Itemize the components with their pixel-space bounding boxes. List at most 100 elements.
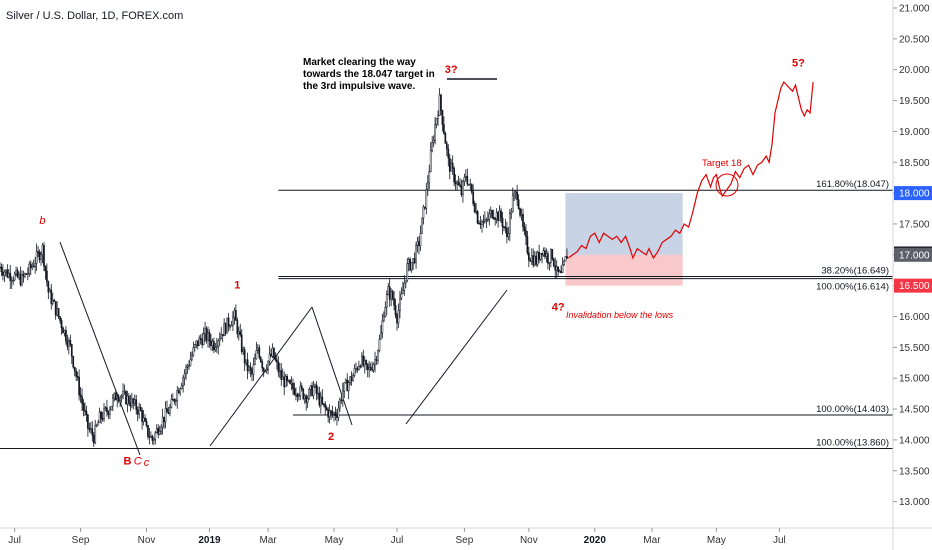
candle-body	[393, 298, 395, 306]
price-tick-label: 16.000	[899, 312, 930, 323]
candle-body	[319, 396, 322, 406]
candle-body	[552, 258, 555, 266]
candle-body	[388, 286, 391, 300]
candle-body	[119, 397, 121, 402]
time-axis[interactable]: Jul Sep Nov 2019 Mar May Jul Sep Nov 2020 Mar May Ju…	[0, 527, 932, 546]
candle-body	[237, 331, 240, 335]
candle-body	[150, 435, 152, 438]
candle-body	[170, 399, 173, 408]
candle-body	[489, 210, 492, 215]
candle-body	[161, 416, 164, 428]
candle-body	[349, 376, 351, 383]
candle-body	[482, 221, 485, 223]
candle-body	[321, 396, 324, 404]
time-tick-label: 2020	[584, 535, 607, 546]
candle-body	[15, 270, 17, 275]
candle-body	[465, 176, 467, 178]
time-tick-label: Mar	[643, 535, 661, 546]
candle-body	[6, 269, 9, 278]
candle-body	[298, 395, 300, 398]
candle-body	[268, 353, 271, 362]
candle-body	[223, 323, 225, 337]
candle-body	[123, 391, 126, 393]
candle-body	[561, 264, 564, 273]
candle-body	[324, 403, 327, 409]
candle-body	[19, 274, 22, 285]
candle-body	[424, 206, 426, 209]
market-note-line-2: towards the 18.047 target in	[303, 69, 435, 80]
candle-body	[226, 317, 228, 334]
candle-body	[381, 320, 384, 334]
price-tag-bg	[894, 278, 932, 293]
trendline-b-to-a	[59, 241, 141, 456]
candle-body	[387, 286, 390, 296]
candle-body	[48, 289, 51, 293]
candle-body	[350, 376, 353, 382]
candle-body	[352, 375, 354, 382]
candle-body	[454, 181, 457, 185]
candle-body	[532, 255, 535, 266]
candle-body	[242, 349, 245, 353]
candle-body	[232, 316, 234, 326]
candle-body	[318, 392, 321, 406]
candle-body	[396, 314, 398, 324]
candle-body	[305, 395, 308, 403]
candle-body	[551, 249, 554, 260]
price-axis[interactable]: 21.000 20.500 20.000 19.500 19.000 18.500 18.0…	[892, 0, 930, 550]
position-zones	[565, 193, 683, 286]
candle-body	[10, 280, 13, 282]
candle-body	[125, 391, 127, 405]
candle-body	[363, 360, 366, 366]
wave-label: 1	[234, 280, 240, 292]
candle-body	[535, 255, 538, 265]
candle-body	[484, 219, 486, 222]
candle-body	[40, 254, 42, 260]
candle-body	[365, 360, 368, 365]
candle-body	[97, 422, 100, 426]
price-tick-label: 20.000	[899, 65, 930, 76]
market-note-line-3: the 3rd impulsive wave.	[303, 81, 415, 92]
candle-body	[488, 213, 491, 220]
candle-body	[281, 376, 284, 380]
trendline-wave1	[209, 306, 313, 447]
candle-body	[377, 350, 379, 361]
candle-body	[44, 265, 47, 272]
candle-body	[564, 256, 567, 262]
candle-body	[481, 221, 483, 225]
candle-body	[466, 176, 469, 185]
wave-label: 4?	[552, 301, 565, 313]
time-tick-label: May	[707, 535, 726, 546]
candle-body	[101, 418, 104, 420]
candle-body	[60, 320, 63, 329]
candle-body	[122, 391, 124, 397]
candle-body	[385, 294, 388, 308]
candle-body	[510, 211, 513, 214]
candle-body	[47, 281, 50, 293]
time-tick-label: Sep	[72, 535, 90, 546]
price-tag-label: 16.500	[899, 281, 930, 292]
wave-label: 2	[328, 431, 334, 443]
candle-body	[254, 358, 256, 366]
candle-body	[309, 385, 312, 390]
candle-body	[528, 252, 530, 261]
candle-body	[92, 435, 95, 444]
time-tick-label: May	[325, 535, 344, 546]
candle-body	[265, 369, 268, 372]
candle-body	[545, 253, 548, 257]
candle-body	[346, 379, 349, 392]
candle-body	[189, 358, 192, 366]
target-label: Target 18	[702, 158, 742, 169]
candle-body	[233, 310, 236, 318]
candle-body	[366, 363, 369, 370]
candle-body	[205, 328, 208, 341]
candle-body	[283, 376, 286, 388]
candle-body	[188, 365, 190, 367]
candle-body	[444, 133, 447, 144]
candle-body	[174, 400, 177, 402]
candle-body	[538, 251, 540, 260]
candle-body	[359, 365, 362, 368]
wave-label: C	[134, 456, 142, 468]
candle-body	[0, 266, 1, 269]
candle-body	[129, 402, 132, 407]
